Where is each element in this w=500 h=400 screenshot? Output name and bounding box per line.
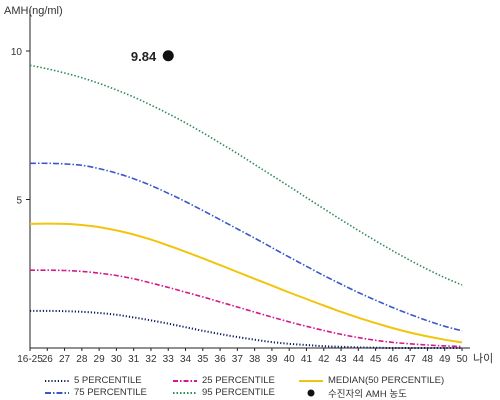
x-tick-label: 47	[405, 354, 417, 365]
patient-amh-value-label: 9.84	[131, 49, 157, 64]
x-tick-label: 28	[76, 354, 88, 365]
legend-label-patient-amh: 수진자의 AMH 농도	[328, 388, 407, 400]
x-tick-label: 40	[284, 354, 296, 365]
x-tick-label: 27	[59, 354, 71, 365]
legend-item-95-percentile: 95 PERCENTILE	[172, 386, 275, 399]
y-axis-label: AMH(ng/ml)	[4, 5, 63, 17]
series-line-25-percentile	[29, 269, 463, 348]
series-line-median-50-percentile	[29, 222, 463, 344]
legend-swatch-25-percentile	[173, 379, 197, 382]
legend-item-75-percentile: 75 PERCENTILE	[44, 386, 147, 399]
x-tick-label: 49	[439, 354, 451, 365]
legend-item-patient-amh: 수진자의 AMH 농도	[298, 386, 407, 400]
legend-label-25-percentile: 25 PERCENTILE	[202, 375, 275, 386]
x-tick-label: 42	[318, 354, 330, 365]
x-tick-label: 38	[249, 354, 261, 365]
series-line-95-percentile	[29, 64, 463, 286]
legend-label-75-percentile: 75 PERCENTILE	[74, 387, 147, 398]
x-axis-label: 나이	[473, 352, 493, 365]
x-tick-label: 30	[111, 354, 123, 365]
legend-swatch-patient-amh	[307, 389, 315, 396]
x-tick-label: 29	[94, 354, 106, 365]
x-tick-label: 50	[456, 354, 468, 365]
legend-label-5-percentile: 5 PERCENTILE	[74, 375, 142, 386]
x-tick-label: 36	[215, 354, 227, 365]
x-tick-label: 16-25	[17, 354, 43, 365]
legend-item-median: MEDIAN(50 PERCENTILE)	[298, 374, 444, 387]
x-tick-label: 41	[301, 354, 313, 365]
x-tick-label: 35	[197, 354, 209, 365]
legend-swatch-5-percentile	[45, 379, 69, 382]
y-tick-label: 5	[16, 196, 22, 207]
x-tick-label: 46	[387, 354, 399, 365]
legend-swatch-95-percentile	[173, 391, 197, 394]
legend-swatch-median	[299, 379, 323, 382]
legend-label-95-percentile: 95 PERCENTILE	[202, 387, 275, 398]
x-tick-label: 34	[180, 354, 192, 365]
x-tick-label: 31	[128, 354, 140, 365]
x-tick-label: 44	[353, 354, 365, 365]
legend-swatch-75-percentile	[45, 391, 69, 394]
legend-item-25-percentile: 25 PERCENTILE	[172, 374, 275, 387]
x-tick-label: 32	[145, 354, 157, 365]
x-tick-label: 26	[42, 354, 54, 365]
y-tick-label: 10	[11, 47, 23, 58]
series-line-5-percentile	[29, 309, 462, 349]
x-tick-label: 37	[232, 354, 244, 365]
chart-legend: 5 PERCENTILE 25 PERCENTILE MEDIAN(50 PER…	[0, 370, 500, 400]
legend-item-5-percentile: 5 PERCENTILE	[44, 374, 142, 387]
x-tick-label: 33	[163, 354, 175, 365]
series-line-75-percentile	[29, 162, 463, 332]
x-tick-label: 43	[335, 354, 347, 365]
x-tick-label: 45	[370, 354, 382, 365]
x-tick-label: 39	[266, 354, 278, 365]
x-tick-label: 48	[422, 354, 434, 365]
patient-amh-point	[162, 50, 174, 62]
legend-label-median: MEDIAN(50 PERCENTILE)	[328, 375, 445, 386]
